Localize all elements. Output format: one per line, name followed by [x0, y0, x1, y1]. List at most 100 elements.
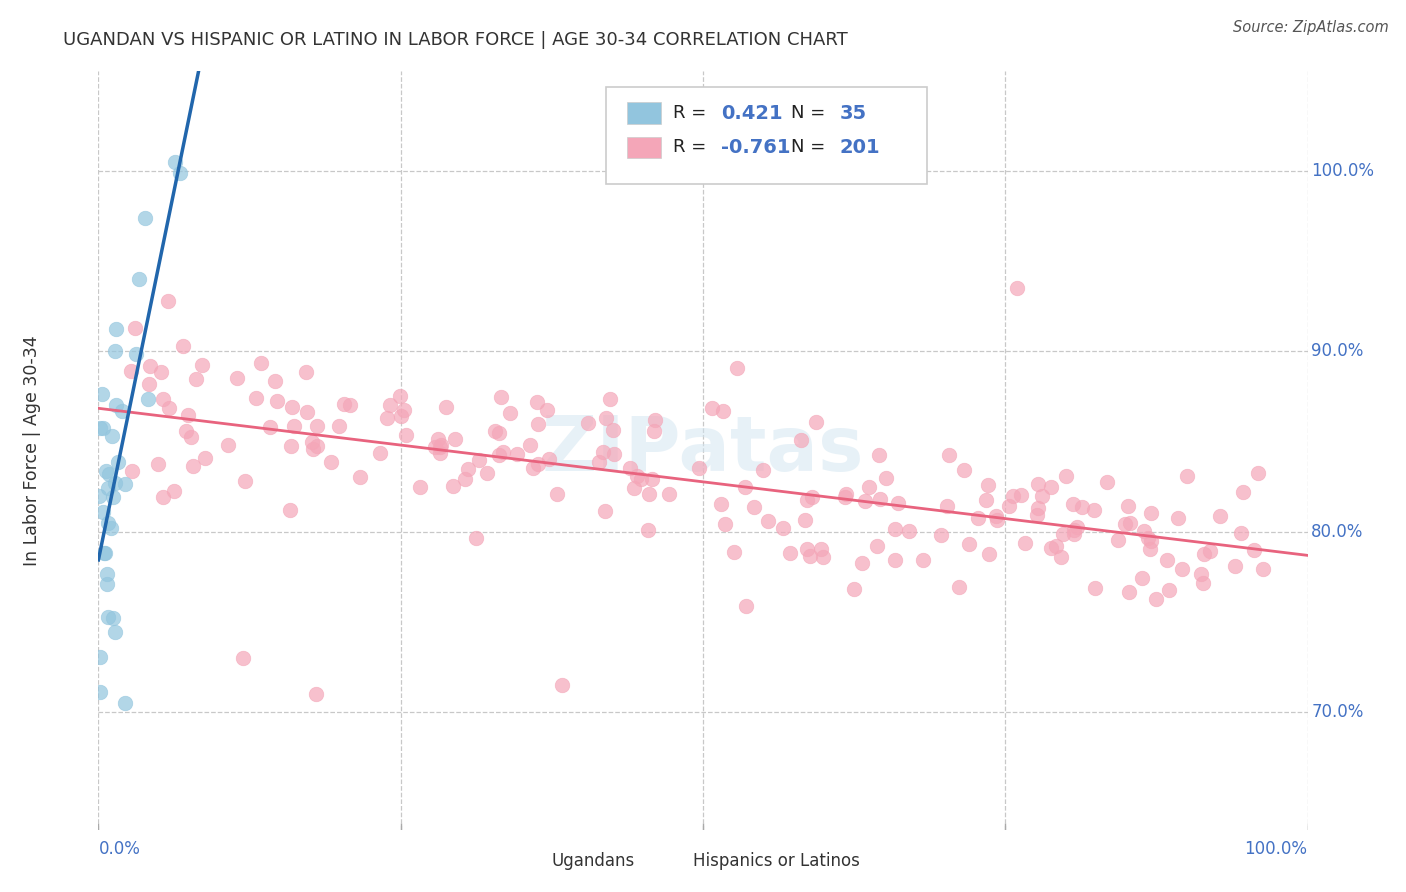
Point [804, 415, 827, 429]
Point [602, 423, 624, 437]
Point [1039, 541, 1062, 555]
Point [796, 492, 818, 507]
Point [128, 272, 150, 286]
Point [790, 433, 813, 447]
Point [986, 513, 1008, 527]
Point [644, 413, 666, 427]
Point [710, 497, 733, 511]
Point [1171, 562, 1194, 576]
Point [641, 472, 664, 486]
Text: R =: R = [672, 104, 711, 122]
Point [104, 475, 127, 490]
Point [104, 344, 127, 359]
Point [1063, 527, 1085, 541]
Point [1063, 523, 1085, 537]
Point [121, 464, 143, 478]
Point [97, 609, 120, 624]
Point [911, 553, 934, 567]
Point [392, 403, 415, 417]
Point [97, 481, 120, 495]
Point [1198, 544, 1220, 558]
Point [1039, 480, 1062, 494]
Point [266, 393, 288, 408]
Point [898, 524, 921, 539]
Point [136, 392, 159, 406]
Point [527, 417, 550, 431]
Point [1247, 467, 1270, 481]
Point [176, 425, 198, 439]
Point [332, 397, 354, 411]
Text: Hispanics or Latinos: Hispanics or Latinos [693, 852, 860, 870]
Point [711, 404, 734, 418]
Point [94, 546, 117, 560]
Point [742, 500, 765, 514]
Point [957, 536, 980, 550]
Point [104, 321, 127, 335]
Point [430, 438, 453, 452]
Point [96, 567, 118, 582]
Point [104, 624, 127, 639]
Point [120, 364, 142, 378]
Point [93, 546, 115, 560]
Point [225, 371, 247, 385]
Point [725, 361, 748, 376]
Point [800, 491, 823, 505]
Point [111, 404, 134, 418]
Point [105, 398, 128, 412]
Point [772, 521, 794, 535]
Point [595, 411, 617, 425]
Point [626, 469, 648, 483]
Point [184, 372, 207, 386]
Point [619, 461, 641, 475]
Point [441, 479, 464, 493]
Point [488, 425, 510, 440]
Point [851, 556, 873, 570]
Point [1243, 543, 1265, 558]
Point [499, 406, 522, 420]
Point [89, 650, 111, 665]
Point [305, 439, 328, 453]
Point [408, 480, 430, 494]
Point [1139, 541, 1161, 556]
Point [835, 486, 858, 500]
Point [1194, 547, 1216, 561]
Point [150, 366, 173, 380]
Point [114, 476, 136, 491]
Point [468, 452, 491, 467]
Text: 70.0%: 70.0% [1312, 703, 1364, 722]
Point [1230, 526, 1253, 541]
Point [1107, 533, 1129, 548]
Point [138, 377, 160, 392]
Point [89, 421, 111, 435]
Point [488, 448, 510, 462]
Text: R =: R = [672, 138, 711, 156]
Point [1045, 539, 1067, 553]
Point [465, 532, 488, 546]
Point [1223, 558, 1246, 573]
Text: 90.0%: 90.0% [1312, 343, 1364, 360]
Point [595, 504, 617, 518]
Point [349, 470, 371, 484]
Point [714, 517, 737, 532]
Text: ZIPatas: ZIPatas [541, 414, 865, 487]
Point [519, 438, 541, 452]
FancyBboxPatch shape [516, 853, 543, 869]
Point [536, 403, 558, 417]
Point [172, 339, 194, 353]
Point [576, 416, 599, 430]
Point [638, 487, 661, 501]
Point [869, 491, 891, 506]
Point [1118, 584, 1140, 599]
Text: Ugandans: Ugandans [551, 852, 636, 870]
Point [169, 166, 191, 180]
Point [1054, 468, 1077, 483]
Point [163, 483, 186, 498]
Point [152, 392, 174, 406]
Point [1156, 553, 1178, 567]
Point [1118, 516, 1140, 530]
Point [263, 374, 285, 388]
Point [1192, 575, 1215, 590]
Point [1005, 281, 1028, 295]
Point [1052, 527, 1074, 541]
Point [280, 439, 302, 453]
